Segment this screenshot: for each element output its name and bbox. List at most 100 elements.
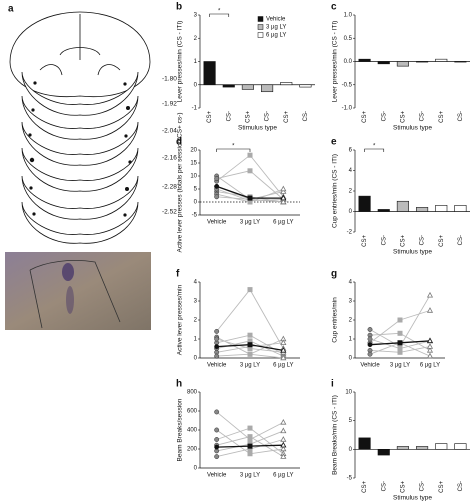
point — [280, 185, 287, 192]
y-tick-label: 0 — [194, 466, 198, 472]
y-tick-label: 200 — [187, 447, 198, 453]
y-tick-label: 2 — [194, 318, 198, 324]
point — [280, 436, 287, 442]
x-axis-label: Stimulus type — [393, 125, 432, 132]
y-axis-label: Lever presses/min (CS - ITI) — [177, 21, 184, 103]
point — [214, 409, 220, 415]
point — [214, 427, 220, 433]
legend-label: 3 µg LY — [266, 25, 286, 31]
coordinate-label: -1.80 — [162, 76, 177, 83]
significance-label: * — [218, 9, 221, 15]
x-tick-label: CS+ — [400, 481, 406, 493]
bar — [203, 61, 216, 86]
x-tick-label: CS+ — [362, 235, 368, 247]
y-tick-label: 2 — [194, 36, 198, 42]
bar — [435, 205, 448, 212]
y-tick-label: 20 — [190, 148, 197, 154]
point — [214, 194, 220, 200]
panel-label: e — [331, 137, 337, 148]
y-tick-label: 5 — [349, 418, 353, 424]
point — [247, 342, 253, 348]
point — [214, 437, 220, 442]
x-tick-label: CS- — [381, 235, 387, 245]
y-tick-label: 4 — [194, 280, 198, 286]
bar — [454, 61, 467, 63]
bar — [358, 195, 371, 212]
y-tick-label: 0.5 — [344, 36, 353, 42]
x-tick-label: Vehicle — [207, 473, 227, 479]
x-axis-label: Stimulus type — [238, 125, 277, 132]
y-tick-label: 0 — [349, 209, 353, 215]
x-tick-label: CS+ — [439, 111, 445, 123]
point — [280, 354, 287, 361]
point — [247, 443, 253, 449]
y-tick-label: 800 — [187, 390, 198, 396]
significance-bracket — [209, 13, 230, 17]
legend-swatch — [257, 24, 264, 30]
point — [214, 454, 220, 459]
point — [280, 194, 287, 201]
histology-photo — [5, 252, 151, 330]
y-tick-label: 0 — [349, 447, 353, 453]
point — [397, 330, 403, 336]
bar — [358, 58, 371, 62]
x-tick-label: CS+ — [400, 235, 406, 247]
x-tick-label: CS+ — [284, 111, 290, 123]
significance-bracket — [364, 148, 385, 152]
y-tick-label: 3 — [349, 299, 353, 305]
x-tick-label: Vehicle — [207, 363, 227, 369]
y-tick-label: 1 — [194, 337, 198, 343]
point — [247, 451, 253, 457]
panel-label: c — [331, 2, 337, 13]
point — [367, 327, 373, 332]
point — [426, 343, 434, 349]
point — [426, 307, 434, 313]
panel-label: i — [331, 379, 334, 390]
point — [247, 351, 253, 357]
point — [214, 176, 220, 182]
bar — [416, 446, 429, 450]
panel-label: h — [176, 379, 182, 390]
x-tick-label: 3 µg LY — [390, 363, 410, 369]
point — [247, 287, 253, 293]
y-tick-label: 4 — [349, 168, 353, 174]
point — [214, 344, 220, 349]
bar — [454, 205, 467, 212]
panel-label: g — [331, 269, 337, 280]
y-tick-label: 600 — [187, 409, 198, 415]
y-axis-label: Cup entries/min (CS - ITI) — [332, 154, 339, 228]
bar — [280, 82, 293, 86]
x-tick-label: CS+ — [439, 235, 445, 247]
coordinate-label: -2.16 — [162, 155, 177, 162]
bar — [377, 61, 390, 65]
x-tick-label: 3 µg LY — [240, 473, 260, 479]
bar — [241, 84, 254, 90]
x-axis-label: Stimulus type — [393, 249, 432, 256]
y-tick-label: 5 — [194, 187, 198, 193]
x-tick-label: CS- — [458, 111, 464, 121]
point — [426, 291, 434, 298]
point — [214, 353, 220, 359]
bar — [435, 58, 448, 62]
y-tick-label: 3 — [194, 13, 198, 19]
point — [214, 336, 220, 342]
x-tick-label: 6 µg LY — [273, 363, 293, 369]
y-axis-label: Cup entries/min — [332, 297, 339, 343]
point — [247, 152, 253, 158]
x-tick-label: CS- — [303, 111, 309, 121]
x-tick-label: CS- — [381, 481, 387, 491]
x-tick-label: CS+ — [245, 111, 251, 123]
bar — [261, 84, 274, 93]
panel-label: d — [176, 137, 182, 148]
y-tick-label: -2 — [347, 230, 353, 236]
bar — [416, 207, 429, 212]
coordinate-label: -2.52 — [162, 209, 177, 216]
point — [397, 317, 403, 323]
point — [214, 183, 220, 189]
y-axis-label: Active lever presses (totals per session… — [177, 113, 184, 253]
point — [247, 425, 253, 431]
coordinate-label: -2.04 — [162, 128, 177, 135]
y-tick-label: 2 — [349, 189, 353, 195]
significance-label: * — [232, 144, 235, 150]
